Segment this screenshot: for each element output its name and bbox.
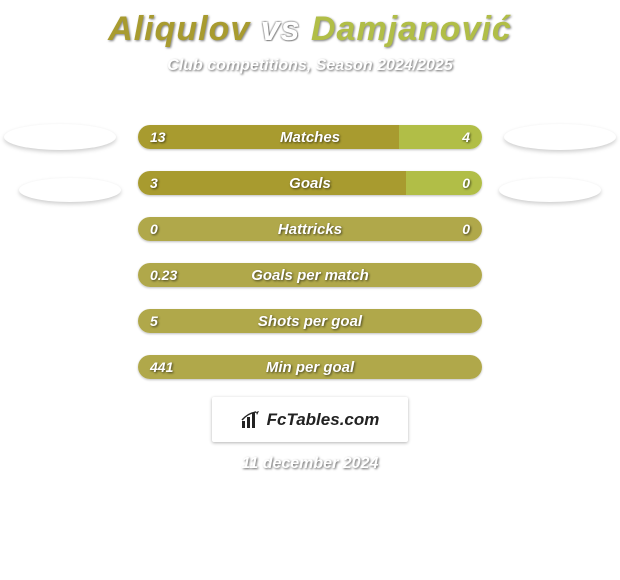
bar-full-fill: [138, 263, 482, 287]
stat-value-left: 3: [138, 171, 170, 195]
player2-badge-2: [499, 178, 601, 202]
stat-row: 0.23Goals per match: [138, 263, 482, 287]
bar-full-fill: [138, 355, 482, 379]
bar-left-fill: [138, 171, 406, 195]
comparison-title: Aliqulov vs Damjanović: [0, 0, 620, 49]
stat-value-right: 0: [450, 217, 482, 241]
bars-icon: [241, 411, 261, 429]
stat-row: 5Shots per goal: [138, 309, 482, 333]
player1-name: Aliqulov: [108, 10, 250, 48]
bar-full-fill: [138, 217, 482, 241]
player2-name: Damjanović: [311, 10, 512, 48]
stat-row: 134Matches: [138, 125, 482, 149]
source-logo: FcTables.com: [212, 397, 408, 442]
stat-value-right: 0: [450, 171, 482, 195]
stats-bars: 134Matches30Goals00Hattricks0.23Goals pe…: [138, 125, 482, 401]
stat-value-left: 13: [138, 125, 178, 149]
bar-full-fill: [138, 309, 482, 333]
stat-row: 00Hattricks: [138, 217, 482, 241]
stat-value-left: 0.23: [138, 263, 189, 287]
stat-value-left: 0: [138, 217, 170, 241]
subtitle: Club competitions, Season 2024/2025: [0, 57, 620, 75]
stat-value-left: 441: [138, 355, 185, 379]
date-label: 11 december 2024: [0, 455, 620, 473]
stat-value-right: 4: [450, 125, 482, 149]
player2-badge-1: [504, 124, 616, 150]
stat-row: 30Goals: [138, 171, 482, 195]
logo-text: FcTables.com: [267, 410, 380, 430]
stat-row: 441Min per goal: [138, 355, 482, 379]
vs-label: vs: [261, 10, 301, 48]
player1-badge-2: [19, 178, 121, 202]
stat-value-left: 5: [138, 309, 170, 333]
player1-badge-1: [4, 124, 116, 150]
